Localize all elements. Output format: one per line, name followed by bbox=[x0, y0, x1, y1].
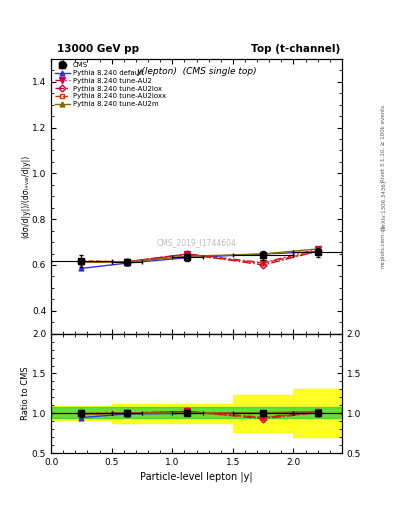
Pythia 8.240 tune-AU2 bbox=[79, 259, 84, 265]
Text: Top (t-channel): Top (t-channel) bbox=[251, 44, 340, 54]
Pythia 8.240 tune-AU2m bbox=[185, 253, 190, 260]
Y-axis label: Ratio to CMS: Ratio to CMS bbox=[22, 367, 31, 420]
Line: Pythia 8.240 tune-AU2loxx: Pythia 8.240 tune-AU2loxx bbox=[79, 249, 320, 266]
Text: y(lepton)  (CMS single top): y(lepton) (CMS single top) bbox=[136, 67, 257, 76]
Pythia 8.240 default bbox=[261, 251, 266, 257]
Legend: CMS, Pythia 8.240 default, Pythia 8.240 tune-AU2, Pythia 8.240 tune-AU2lox, Pyth: CMS, Pythia 8.240 default, Pythia 8.240 … bbox=[53, 61, 167, 109]
Pythia 8.240 tune-AU2 bbox=[185, 251, 190, 257]
Text: mcplots.cern.ch: mcplots.cern.ch bbox=[381, 224, 386, 268]
Pythia 8.240 default bbox=[79, 265, 84, 271]
Pythia 8.240 default bbox=[315, 249, 320, 255]
Line: Pythia 8.240 tune-AU2m: Pythia 8.240 tune-AU2m bbox=[79, 246, 320, 265]
Text: [arXiv:1306.3436]: [arXiv:1306.3436] bbox=[381, 180, 386, 230]
Pythia 8.240 tune-AU2loxx bbox=[315, 248, 320, 254]
Pythia 8.240 default bbox=[185, 254, 190, 261]
Pythia 8.240 tune-AU2m bbox=[125, 259, 129, 265]
Pythia 8.240 tune-AU2loxx bbox=[261, 260, 266, 266]
Pythia 8.240 tune-AU2m bbox=[315, 246, 320, 252]
Pythia 8.240 tune-AU2lox bbox=[185, 251, 190, 257]
Pythia 8.240 tune-AU2lox bbox=[79, 259, 84, 265]
Text: Rivet 3.1.10, ≥ 100k events: Rivet 3.1.10, ≥ 100k events bbox=[381, 105, 386, 182]
Line: Pythia 8.240 tune-AU2: Pythia 8.240 tune-AU2 bbox=[79, 247, 320, 265]
Y-axis label: (dσₗ/d|y|)/(dσₗ₊ᵥₐᵣ/d|y|): (dσₗ/d|y|)/(dσₗ₊ᵥₐᵣ/d|y|) bbox=[22, 155, 31, 238]
Pythia 8.240 tune-AU2m bbox=[79, 259, 84, 265]
X-axis label: Particle-level lepton |y|: Particle-level lepton |y| bbox=[140, 471, 253, 482]
Pythia 8.240 tune-AU2loxx bbox=[125, 259, 129, 265]
Pythia 8.240 tune-AU2lox bbox=[315, 248, 320, 254]
Pythia 8.240 tune-AU2 bbox=[315, 246, 320, 252]
Pythia 8.240 tune-AU2loxx bbox=[79, 258, 84, 264]
Line: Pythia 8.240 tune-AU2lox: Pythia 8.240 tune-AU2lox bbox=[79, 249, 320, 267]
Text: 13000 GeV pp: 13000 GeV pp bbox=[57, 44, 139, 54]
Text: CMS_2019_I1744604: CMS_2019_I1744604 bbox=[156, 239, 237, 247]
Pythia 8.240 tune-AU2lox bbox=[261, 262, 266, 268]
Pythia 8.240 tune-AU2m bbox=[261, 251, 266, 257]
Bar bbox=[51, 408, 342, 418]
Line: Pythia 8.240 default: Pythia 8.240 default bbox=[79, 249, 320, 271]
Pythia 8.240 default bbox=[125, 260, 129, 266]
Pythia 8.240 tune-AU2loxx bbox=[185, 252, 190, 258]
Pythia 8.240 tune-AU2 bbox=[261, 260, 266, 266]
Pythia 8.240 tune-AU2lox bbox=[125, 259, 129, 265]
Pythia 8.240 tune-AU2 bbox=[125, 259, 129, 265]
